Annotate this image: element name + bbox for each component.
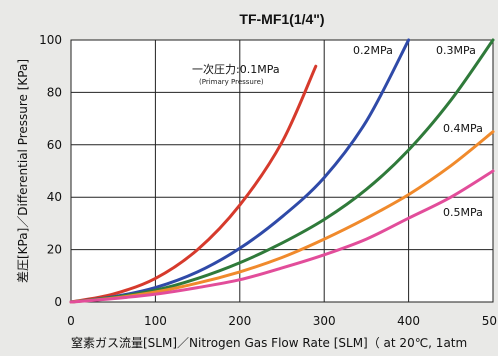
plot-frame [70, 39, 494, 303]
series-label: 0.5MPa [443, 206, 483, 219]
y-tick-label: 100 [39, 33, 62, 47]
x-tick-label: 200 [228, 314, 251, 328]
series-line-0-1mpa [69, 64, 318, 304]
series-label: 0.2MPa [353, 44, 393, 57]
series-label: 0.3MPa [436, 44, 476, 57]
chart-title: TF-MF1(1/4") [239, 11, 324, 27]
x-tick-label: 50 [482, 314, 497, 328]
series-label: 一次圧力:0.1MPa [192, 62, 280, 76]
series-labels: 一次圧力:0.1MPa (Primary Pressure) 0.2MPa 0.3MP… [192, 44, 483, 219]
series-line-0-5mpa [69, 169, 495, 304]
y-tick-label: 20 [47, 243, 62, 257]
series-label: 0.4MPa [443, 122, 483, 135]
y-tick-label: 0 [54, 295, 62, 309]
series-line-0-4mpa [69, 130, 495, 304]
x-tick-label: 400 [397, 314, 420, 328]
x-tick-label: 100 [144, 314, 167, 328]
x-axis-label: 窒素ガス流量[SLM]／Nitrogen Gas Flow Rate [SLM]… [71, 335, 467, 350]
y-tick-label: 60 [47, 138, 62, 152]
x-tick-label: 0 [67, 314, 75, 328]
curves [69, 38, 495, 304]
y-tick-label: 40 [47, 190, 62, 204]
y-tick-label: 80 [47, 85, 62, 99]
x-tick-label: 300 [313, 314, 336, 328]
y-axis-label: 差圧[KPa]／Differential Pressure [KPa] [16, 59, 30, 283]
series-sublabel: (Primary Pressure) [199, 78, 264, 86]
